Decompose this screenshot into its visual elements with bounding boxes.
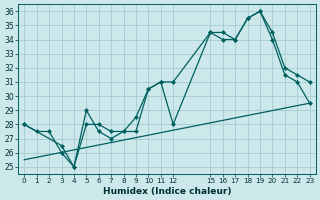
X-axis label: Humidex (Indice chaleur): Humidex (Indice chaleur) xyxy=(103,187,231,196)
